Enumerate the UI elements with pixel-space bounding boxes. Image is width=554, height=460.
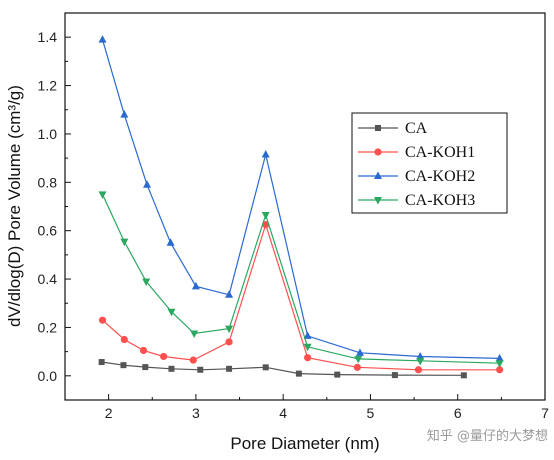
data-point <box>120 110 129 118</box>
data-point <box>226 365 233 372</box>
data-point <box>98 359 105 366</box>
series-line <box>102 222 500 371</box>
legend-marker <box>374 197 382 205</box>
data-point <box>225 338 233 346</box>
legend-item: CA-KOH2 <box>358 168 475 185</box>
x-tick-label: 4 <box>279 405 287 421</box>
data-point <box>303 343 312 352</box>
data-point <box>166 238 175 246</box>
x-tick-label: 3 <box>192 405 200 421</box>
y-axis-title: dV/dlog(D) Pore Volume (cm³/g) <box>5 85 24 327</box>
legend-marker <box>374 171 382 179</box>
data-point <box>353 363 361 371</box>
series-ca <box>98 359 467 379</box>
x-tick-label: 2 <box>105 405 113 421</box>
data-point <box>495 353 504 362</box>
data-point <box>189 356 197 364</box>
data-point <box>98 35 107 43</box>
data-point <box>120 238 129 247</box>
x-tick-label: 7 <box>541 405 549 421</box>
data-point <box>262 221 270 229</box>
data-point <box>142 278 151 286</box>
series-line <box>101 361 464 376</box>
data-point <box>354 355 363 364</box>
data-point <box>295 370 302 377</box>
legend-item: CA-KOH1 <box>358 144 475 161</box>
data-point <box>168 365 175 372</box>
data-point <box>496 366 504 374</box>
data-point <box>190 330 199 338</box>
data-point <box>262 364 269 371</box>
data-point <box>143 180 152 188</box>
legend-label: CA-KOH3 <box>405 192 475 209</box>
y-tick-label: 0.4 <box>38 271 58 287</box>
y-tick-label: 0.8 <box>38 174 58 190</box>
y-tick-label: 0.0 <box>38 368 58 384</box>
y-tick-label: 1.2 <box>38 78 58 94</box>
data-point <box>414 366 423 374</box>
axes: 2 3 4 5 6 7 0.0 0.2 0.4 0.6 0.8 1.0 1.2 1.4 <box>38 12 549 421</box>
data-point <box>225 290 234 298</box>
y-tick-label: 0.2 <box>38 319 58 335</box>
series-ca-koh3 <box>98 191 504 368</box>
y-tick-label: 0.6 <box>38 223 58 239</box>
data-point <box>98 316 107 324</box>
data-point <box>160 352 168 361</box>
data-point <box>142 364 149 371</box>
data-point <box>391 372 398 379</box>
data-point <box>416 357 425 366</box>
x-tick-label: 5 <box>367 405 375 421</box>
watermark: 知乎 @量仔的大梦想 <box>427 428 548 444</box>
data-point <box>261 211 270 220</box>
legend-item: CA <box>358 120 428 137</box>
x-axis-title: Pore Diameter (nm) <box>230 434 379 453</box>
series-layer <box>98 35 504 379</box>
data-point <box>304 354 312 362</box>
series-ca-koh2 <box>98 35 504 362</box>
data-point <box>139 346 148 355</box>
legend-marker <box>374 148 382 156</box>
data-point <box>120 362 127 369</box>
data-point <box>303 331 312 339</box>
legend: CA CA-KOH1 CA-KOH2 CA-KOH3 <box>351 112 508 214</box>
data-point <box>261 149 270 158</box>
data-point <box>167 308 176 317</box>
legend-label: CA-KOH2 <box>405 168 475 185</box>
data-point <box>355 348 364 356</box>
legend-label: CA <box>405 120 428 137</box>
x-tick-label: 6 <box>454 405 462 421</box>
data-point <box>495 360 504 368</box>
data-point <box>225 325 234 334</box>
series-ca-koh1 <box>98 221 504 374</box>
data-point <box>416 351 425 360</box>
y-tick-label: 1.0 <box>38 126 58 142</box>
data-point <box>197 366 204 373</box>
legend-label: CA-KOH1 <box>405 144 475 161</box>
data-point <box>460 372 467 379</box>
data-point <box>98 191 107 199</box>
data-point <box>191 281 200 290</box>
data-point <box>120 335 128 344</box>
legend-marker <box>375 125 381 131</box>
legend-item: CA-KOH3 <box>358 192 475 209</box>
y-tick-label: 1.4 <box>38 29 58 45</box>
data-point <box>334 371 341 378</box>
